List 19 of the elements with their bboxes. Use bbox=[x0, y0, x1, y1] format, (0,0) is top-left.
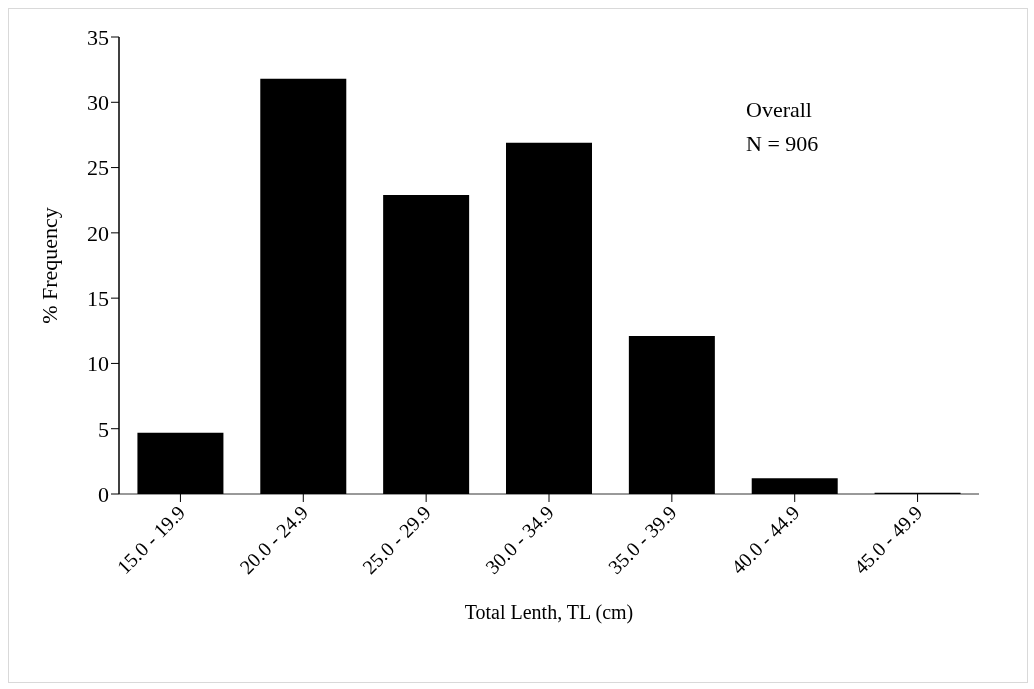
x-tick-label: 20.0 - 24.9 bbox=[235, 501, 313, 579]
y-tick-label: 15 bbox=[87, 285, 109, 311]
y-tick-label: 10 bbox=[87, 351, 109, 377]
y-tick-label: 30 bbox=[87, 90, 109, 116]
annotation: Overall bbox=[746, 96, 813, 124]
y-tick-label: 0 bbox=[98, 481, 109, 507]
y-tick-label: 25 bbox=[87, 155, 109, 181]
y-tick-label: 35 bbox=[87, 24, 109, 50]
x-tick-label: 40.0 - 44.9 bbox=[726, 501, 804, 579]
x-tick-label: 45.0 - 49.9 bbox=[849, 501, 927, 579]
x-axis-title: Total Lenth, TL (cm) bbox=[464, 601, 634, 624]
annotation: N = 906 bbox=[746, 130, 819, 158]
y-tick-label: 5 bbox=[98, 416, 109, 442]
x-tick-label: 15.0 - 19.9 bbox=[112, 501, 190, 579]
y-tick-label: 20 bbox=[87, 220, 109, 246]
x-tick-label: 25.0 - 29.9 bbox=[358, 501, 435, 579]
y-axis-title: % Frequency bbox=[36, 207, 62, 324]
x-tick-label: 35.0 - 39.9 bbox=[603, 501, 681, 579]
x-tick-label: 30.0 - 34.9 bbox=[480, 501, 558, 579]
